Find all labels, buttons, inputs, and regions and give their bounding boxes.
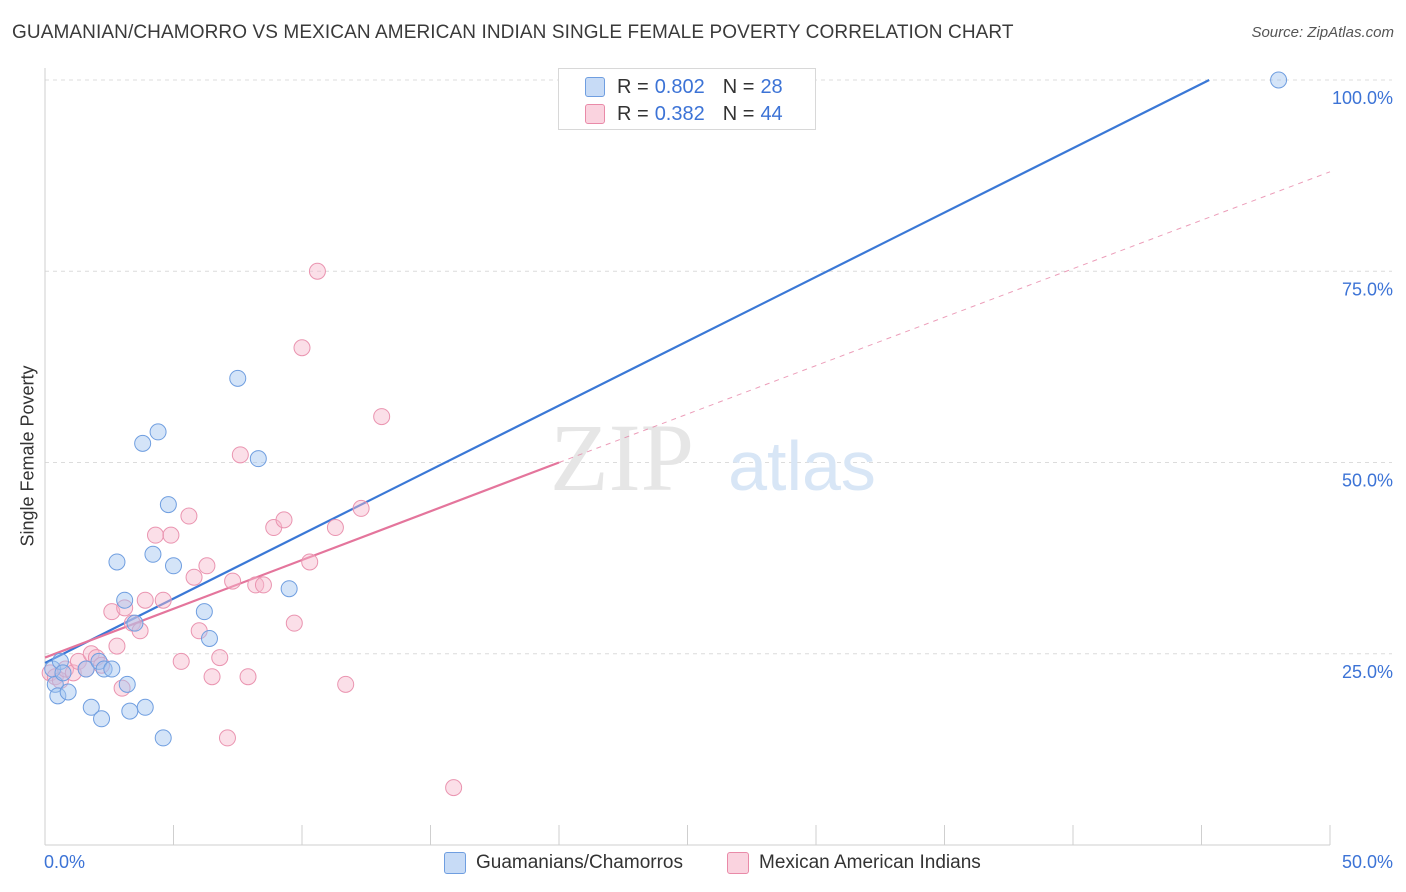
point-guamanian bbox=[200, 629, 218, 647]
point-mexican bbox=[185, 568, 203, 586]
legend-n-label: N = bbox=[722, 102, 755, 125]
point-guamanian bbox=[103, 660, 121, 678]
point-guamanian bbox=[59, 683, 77, 701]
x-max-label: 50.0% bbox=[1341, 852, 1393, 872]
point-guamanian bbox=[149, 423, 167, 441]
point-guamanian bbox=[49, 687, 67, 705]
point-guamanian bbox=[144, 545, 162, 563]
point-mexican bbox=[180, 507, 198, 525]
point-mexican bbox=[285, 614, 303, 632]
point-mexican bbox=[308, 262, 326, 280]
point-mexican bbox=[211, 649, 229, 667]
trend-line-guamanian bbox=[44, 79, 1210, 664]
point-guamanian bbox=[82, 698, 100, 716]
point-guamanian bbox=[195, 603, 213, 621]
point-mexican bbox=[103, 603, 121, 621]
legend-r-label: R = bbox=[617, 75, 649, 98]
point-mexican bbox=[136, 591, 154, 609]
point-guamanian bbox=[165, 557, 182, 575]
point-mexican bbox=[239, 668, 257, 686]
chart-source: Source: ZipAtlas.com bbox=[1251, 24, 1394, 41]
legend-r-value: 0.382 bbox=[654, 102, 705, 125]
y-tick-label: 100.0% bbox=[1332, 88, 1393, 108]
x-min-label: 0.0% bbox=[44, 852, 86, 872]
point-mexican bbox=[154, 591, 172, 609]
legend-row-guamanian: R = 0.802 N = 28 bbox=[585, 74, 783, 100]
y-tick-label: 25.0% bbox=[1342, 662, 1393, 682]
tick-labels: 100.0% 75.0% 50.0% 25.0% bbox=[1332, 88, 1393, 682]
legend-r-value: 0.802 bbox=[654, 75, 705, 98]
point-mexican bbox=[203, 668, 221, 686]
legend-swatch-blue bbox=[585, 77, 605, 97]
point-mexican bbox=[218, 729, 236, 747]
point-guamanian bbox=[159, 496, 177, 514]
grid-lines bbox=[45, 79, 1392, 655]
legend-n-value: 44 bbox=[760, 102, 783, 125]
point-mexican bbox=[352, 499, 370, 517]
bottom-legend-label-pink: Mexican American Indians bbox=[759, 852, 981, 873]
y-tick-label: 75.0% bbox=[1342, 279, 1393, 299]
watermark: ZIP atlas bbox=[550, 404, 876, 511]
chart-title: GUAMANIAN/CHAMORRO VS MEXICAN AMERICAN I… bbox=[12, 22, 1014, 43]
watermark-atlas: atlas bbox=[728, 427, 876, 505]
point-guamanian bbox=[121, 702, 139, 720]
trend-extension-mexican bbox=[558, 171, 1331, 463]
legend-n-value: 28 bbox=[760, 75, 783, 98]
bottom-legend-swatch-blue bbox=[444, 852, 466, 874]
point-guamanian bbox=[1270, 71, 1288, 89]
point-guamanian bbox=[249, 450, 267, 468]
point-guamanian bbox=[54, 664, 72, 682]
point-mexican bbox=[326, 519, 344, 537]
point-mexican bbox=[224, 572, 242, 590]
point-guamanian bbox=[136, 698, 154, 716]
point-guamanian bbox=[116, 591, 134, 609]
bottom-legend-swatch-pink bbox=[727, 852, 749, 874]
bottom-legend-label-blue: Guamanians/Chamorros bbox=[476, 852, 683, 873]
point-guamanian bbox=[134, 434, 152, 452]
point-guamanian bbox=[126, 614, 144, 632]
bottom-legend-guamanian: Guamanians/Chamorros bbox=[444, 852, 683, 874]
point-mexican bbox=[301, 553, 319, 571]
y-axis-label: Single Female Poverty bbox=[17, 365, 38, 547]
point-guamanian bbox=[118, 675, 136, 693]
point-mexican bbox=[172, 652, 190, 670]
point-guamanian bbox=[93, 710, 111, 728]
axes bbox=[44, 68, 1331, 846]
correlation-legend: R = 0.802 N = 28 R = 0.382 N = 44 bbox=[558, 68, 816, 130]
legend-r-label: R = bbox=[617, 102, 649, 125]
point-mexican bbox=[337, 675, 355, 693]
legend-row-mexican: R = 0.382 N = 44 bbox=[585, 101, 783, 127]
bottom-legend-mexican: Mexican American Indians bbox=[727, 852, 981, 874]
y-tick-label: 50.0% bbox=[1342, 471, 1393, 491]
point-mexican bbox=[445, 779, 463, 797]
point-guamanian bbox=[108, 553, 126, 571]
point-mexican bbox=[373, 408, 391, 426]
point-guamanian bbox=[77, 660, 95, 678]
legend-swatch-pink bbox=[585, 104, 605, 124]
point-mexican bbox=[231, 446, 249, 464]
point-mexican bbox=[147, 526, 165, 544]
point-mexican bbox=[275, 511, 293, 529]
legend-n-label: N = bbox=[722, 75, 755, 98]
point-mexican bbox=[198, 557, 216, 575]
point-guamanian bbox=[154, 729, 172, 747]
point-mexican bbox=[108, 637, 126, 655]
data-points bbox=[41, 71, 1288, 797]
point-guamanian bbox=[229, 369, 247, 387]
watermark-zip: ZIP bbox=[550, 404, 694, 511]
point-mexican bbox=[254, 576, 272, 594]
point-guamanian bbox=[280, 580, 298, 598]
point-mexican bbox=[162, 526, 180, 544]
point-mexican bbox=[293, 339, 311, 357]
